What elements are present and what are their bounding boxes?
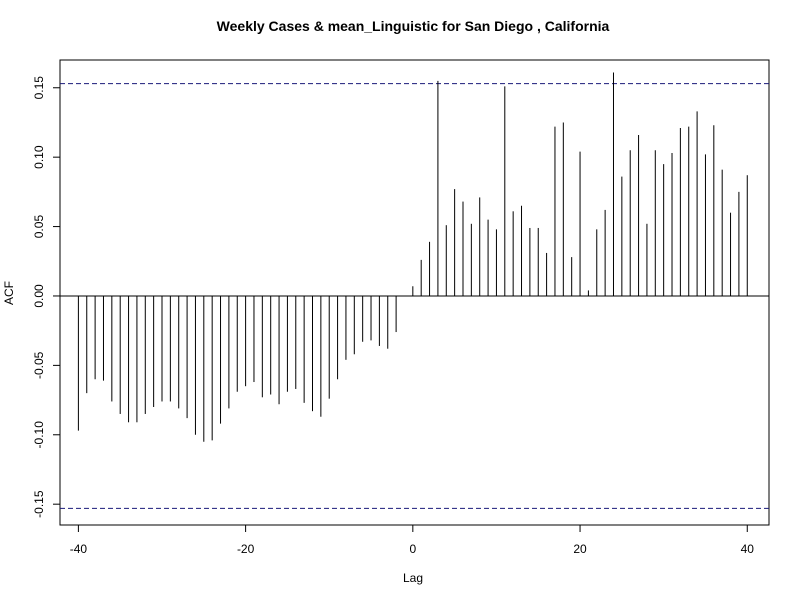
plot-frame bbox=[59, 59, 770, 526]
x-axis-label: Lag bbox=[403, 571, 423, 585]
x-tick-label: 40 bbox=[741, 542, 755, 556]
y-axis: -0.15 -0.10 -0.05 0.00 0.05 0.10 0.15 bbox=[32, 76, 61, 518]
x-axis: -40 -20 0 20 40 bbox=[70, 524, 755, 556]
x-tick-label: 0 bbox=[409, 542, 416, 556]
y-tick-label: -0.05 bbox=[32, 351, 46, 379]
y-tick-label: 0.05 bbox=[32, 215, 46, 239]
y-tick-label: 0.00 bbox=[32, 284, 46, 308]
acf-bars bbox=[60, 72, 769, 442]
x-tick-label: 20 bbox=[573, 542, 587, 556]
y-tick-label: -0.15 bbox=[32, 490, 46, 518]
chart-title: Weekly Cases & mean_Linguistic for San D… bbox=[217, 18, 610, 34]
y-tick-label: -0.10 bbox=[32, 421, 46, 449]
y-tick-label: 0.15 bbox=[32, 76, 46, 100]
y-axis-label: ACF bbox=[2, 281, 16, 305]
x-tick-label: -20 bbox=[237, 542, 255, 556]
y-tick-label: 0.10 bbox=[32, 145, 46, 169]
confidence-bounds bbox=[60, 83, 769, 509]
x-tick-label: -40 bbox=[70, 542, 88, 556]
